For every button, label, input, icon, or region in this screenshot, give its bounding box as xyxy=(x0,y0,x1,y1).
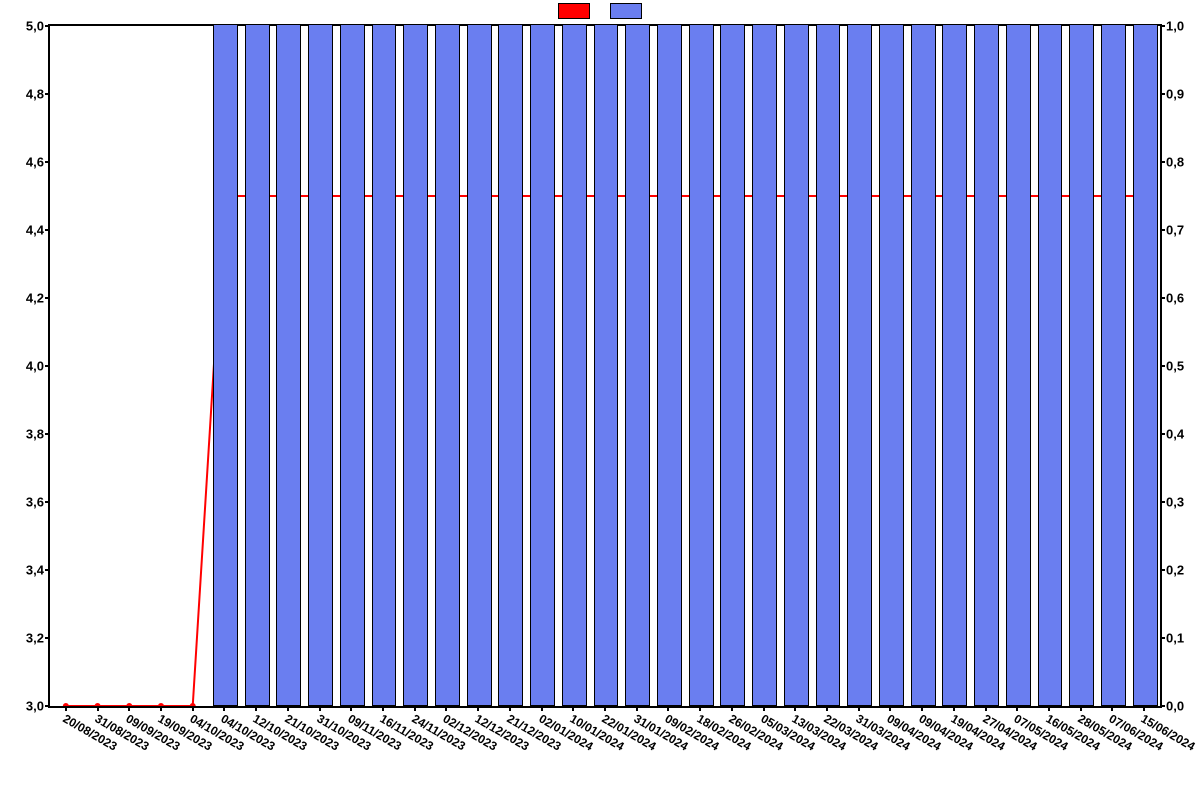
bar xyxy=(403,24,428,706)
x-tick-mark xyxy=(889,706,891,711)
y-left-tick-label: 3,4 xyxy=(26,563,50,578)
x-tick-mark xyxy=(65,706,67,711)
bar xyxy=(1133,24,1158,706)
y-right-tick-label: 0,9 xyxy=(1160,87,1184,102)
y-right-tick-label: 0,8 xyxy=(1160,155,1184,170)
bar xyxy=(847,24,872,706)
x-tick-mark xyxy=(858,706,860,711)
x-tick-mark xyxy=(287,706,289,711)
bar xyxy=(1101,24,1126,706)
bar xyxy=(784,24,809,706)
bar xyxy=(435,24,460,706)
legend-swatch-line xyxy=(558,3,590,19)
y-right-tick-label: 0,5 xyxy=(1160,359,1184,374)
y-right-tick-label: 0,2 xyxy=(1160,563,1184,578)
bar xyxy=(276,24,301,706)
y-right-tick-label: 0,4 xyxy=(1160,427,1184,442)
x-tick-mark xyxy=(319,706,321,711)
bar xyxy=(657,24,682,706)
bar xyxy=(530,24,555,706)
bar xyxy=(974,24,999,706)
bar xyxy=(816,24,841,706)
y-right-tick-label: 0,6 xyxy=(1160,291,1184,306)
x-tick-mark xyxy=(541,706,543,711)
y-left-tick-label: 4,6 xyxy=(26,155,50,170)
bar xyxy=(467,24,492,706)
y-left-tick-label: 4,2 xyxy=(26,291,50,306)
x-tick-mark xyxy=(763,706,765,711)
y-left-tick-label: 4,8 xyxy=(26,87,50,102)
bar xyxy=(372,24,397,706)
chart-container: 3,0 3,2 3,4 3,6 3,8 4,0 4,2 4,4 4,6 4,8 5,0 0,0 0,1 0… xyxy=(0,0,1200,800)
bar xyxy=(594,24,619,706)
bar xyxy=(562,24,587,706)
y-right-tick-label: 0,0 xyxy=(1160,699,1184,714)
x-tick-mark xyxy=(97,706,99,711)
bar xyxy=(720,24,745,706)
bar xyxy=(1006,24,1031,706)
legend-item-line xyxy=(558,2,590,20)
x-tick-mark xyxy=(953,706,955,711)
x-tick-mark xyxy=(445,706,447,711)
plot-area: 3,03,23,43,63,84,04,24,44,64,85,00,00,10… xyxy=(48,24,1162,708)
y-left-tick-label: 3,2 xyxy=(26,631,50,646)
chart-legend xyxy=(0,2,1200,20)
legend-swatch-bar xyxy=(610,3,642,19)
bar xyxy=(625,24,650,706)
x-tick-mark xyxy=(985,706,987,711)
x-tick-mark xyxy=(1111,706,1113,711)
bar xyxy=(213,24,238,706)
y-left-tick-label: 4,0 xyxy=(26,359,50,374)
legend-item-bar xyxy=(610,2,642,20)
x-tick-mark xyxy=(731,706,733,711)
y-right-tick-label: 0,7 xyxy=(1160,223,1184,238)
x-tick-mark xyxy=(509,706,511,711)
y-left-tick-label: 4,4 xyxy=(26,223,50,238)
x-tick-mark xyxy=(667,706,669,711)
x-tick-mark xyxy=(1080,706,1082,711)
bar xyxy=(245,24,270,706)
bar xyxy=(1069,24,1094,706)
y-right-tick-label: 1,0 xyxy=(1160,19,1184,34)
bar xyxy=(752,24,777,706)
y-left-tick-label: 5,0 xyxy=(26,19,50,34)
bar xyxy=(1038,24,1063,706)
x-tick-mark xyxy=(223,706,225,711)
y-left-tick-label: 3,8 xyxy=(26,427,50,442)
y-right-tick-label: 0,1 xyxy=(1160,631,1184,646)
y-left-tick-label: 3,0 xyxy=(26,699,50,714)
bar xyxy=(942,24,967,706)
y-left-tick-label: 3,6 xyxy=(26,495,50,510)
x-tick-mark xyxy=(636,706,638,711)
bar xyxy=(879,24,904,706)
bar xyxy=(308,24,333,706)
x-tick-mark xyxy=(414,706,416,711)
bar xyxy=(340,24,365,706)
bar xyxy=(689,24,714,706)
x-tick-mark xyxy=(192,706,194,711)
bar xyxy=(911,24,936,706)
bar xyxy=(498,24,523,706)
y-right-tick-label: 0,3 xyxy=(1160,495,1184,510)
